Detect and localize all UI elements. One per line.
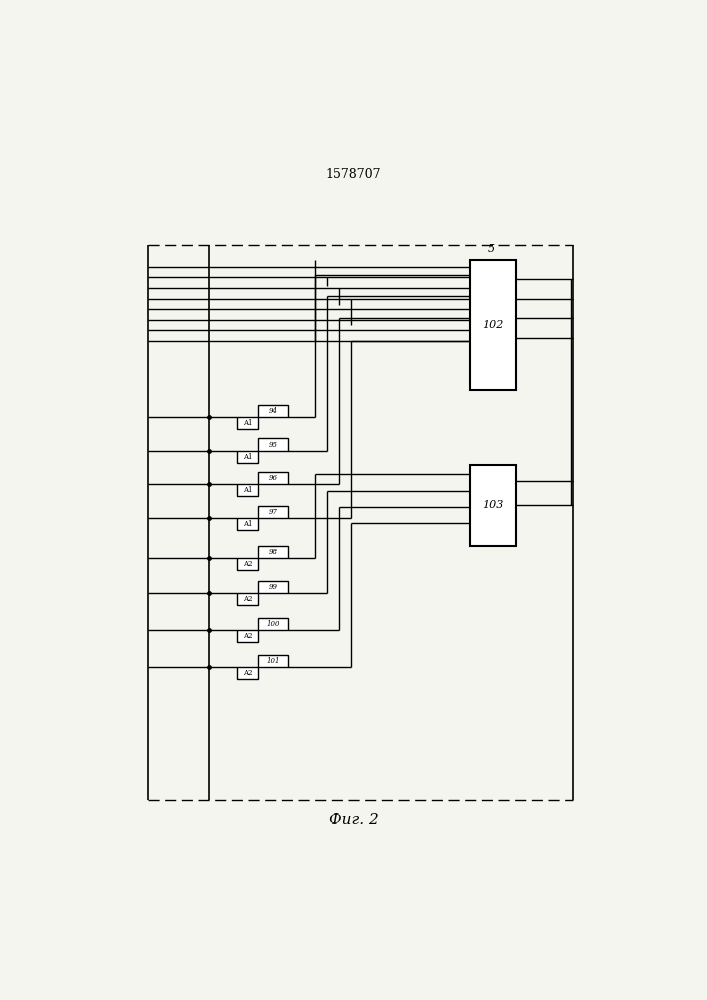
- Text: 99: 99: [269, 583, 277, 591]
- Text: 100: 100: [266, 620, 280, 628]
- Bar: [237, 667, 258, 679]
- Text: 101: 101: [266, 657, 280, 665]
- Bar: [237, 593, 258, 605]
- Text: A1: A1: [243, 520, 252, 528]
- Text: A1: A1: [243, 453, 252, 461]
- Text: 96: 96: [269, 474, 277, 482]
- Text: Фиг. 2: Фиг. 2: [329, 813, 378, 827]
- Text: 95: 95: [269, 441, 277, 449]
- Text: 98: 98: [269, 548, 277, 556]
- Text: A2: A2: [243, 560, 252, 568]
- Bar: [237, 518, 258, 530]
- Bar: [237, 558, 258, 570]
- Text: 94: 94: [269, 407, 277, 415]
- Bar: [237, 417, 258, 429]
- Bar: [470, 260, 516, 390]
- Text: A2: A2: [243, 669, 252, 677]
- Text: A2: A2: [243, 595, 252, 603]
- Text: 103: 103: [482, 500, 504, 510]
- Bar: [258, 506, 288, 518]
- Bar: [237, 451, 258, 463]
- Bar: [258, 618, 288, 630]
- Text: 1578707: 1578707: [326, 168, 381, 181]
- Text: A1: A1: [243, 419, 252, 427]
- Bar: [258, 546, 288, 558]
- Text: A1: A1: [243, 486, 252, 494]
- Bar: [258, 581, 288, 593]
- Bar: [258, 655, 288, 667]
- Text: 5: 5: [488, 244, 495, 254]
- Text: A2: A2: [243, 632, 252, 640]
- Bar: [258, 405, 288, 417]
- Text: 102: 102: [482, 320, 504, 330]
- Bar: [237, 630, 258, 642]
- Text: 97: 97: [269, 508, 277, 516]
- Bar: [258, 472, 288, 484]
- Bar: [237, 484, 258, 496]
- Bar: [258, 438, 288, 451]
- Bar: [470, 465, 516, 546]
